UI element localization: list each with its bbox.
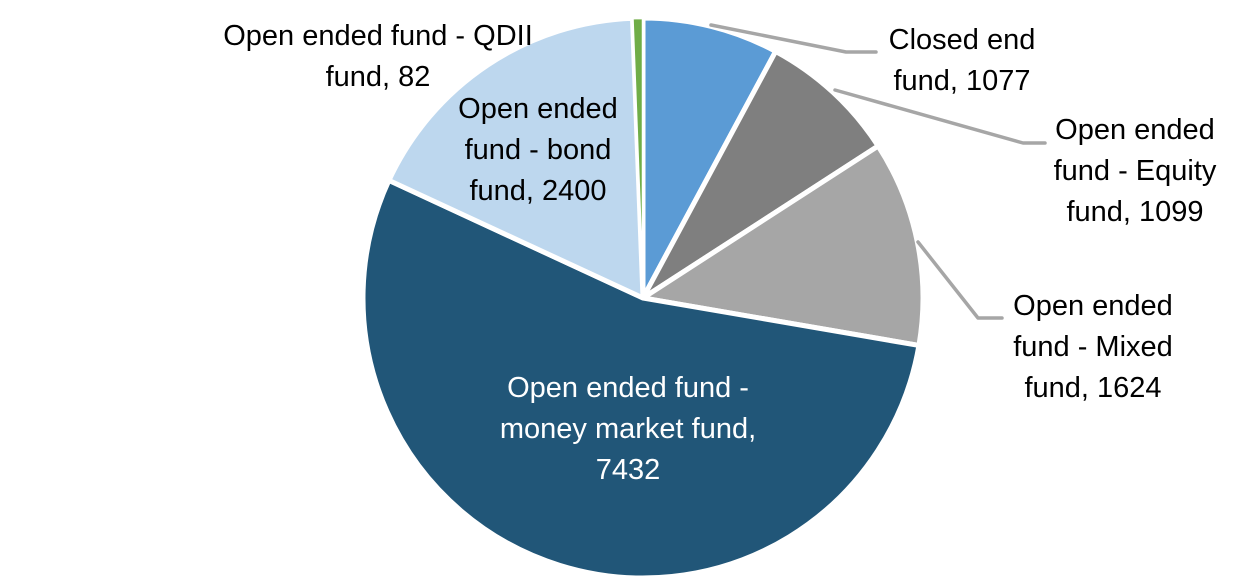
slice-label-line: Closed end [888, 24, 1036, 56]
slice-label-open-ended-fund-equity-fund: Open ended fund - Equity fund, 1099 [1054, 110, 1217, 233]
leader-line-open-ended-fund-equity-fund [833, 88, 1047, 145]
slice-label-line: fund - bond [464, 134, 612, 166]
pie-slice-open-ended-fund-qdii-fund [631, 16, 645, 300]
slice-label-line: money market fund, [499, 413, 757, 445]
slice-label-line: 7432 [595, 454, 661, 486]
leader-line-closed-end-fund [709, 23, 878, 54]
pie-slice-open-ended-fund-money-market-fund [360, 177, 922, 581]
slice-label-line: Open ended fund - QDII [223, 20, 533, 52]
slice-label-line: fund, 1077 [893, 65, 1031, 97]
slice-label-line: fund - Mixed [1013, 331, 1173, 363]
slice-label-line: Open ended [1013, 290, 1173, 322]
slice-label-line: fund, 1099 [1066, 196, 1204, 228]
pie-slice-open-ended-fund-bond-fund [386, 15, 646, 301]
slice-label-line: Open ended [1055, 114, 1215, 146]
pie-slice-open-ended-fund-equity-fund [640, 48, 881, 301]
slice-label-line: Open ended fund - [507, 372, 749, 404]
slice-label-line: Open ended [458, 93, 618, 125]
slice-label-line: fund, 82 [325, 61, 431, 93]
slice-label-open-ended-fund-qdii-fund: Open ended fund - QDII fund, 82 [223, 16, 533, 98]
slice-label-line: fund - Equity [1053, 155, 1217, 187]
slice-label-open-ended-fund-bond-fund: Open ended fund - bond fund, 2400 [458, 89, 618, 212]
leader-line-open-ended-fund-mixed-fund [916, 240, 1004, 320]
slice-label-line: fund, 1624 [1024, 372, 1162, 404]
slice-label-open-ended-fund-mixed-fund: Open ended fund - Mixed fund, 1624 [1013, 286, 1173, 409]
slice-label-open-ended-fund-money-market-fund: Open ended fund - money market fund, 7432 [500, 368, 756, 491]
slice-label-line: fund, 2400 [469, 175, 607, 207]
slice-label-closed-end-fund: Closed end fund, 1077 [889, 20, 1036, 102]
